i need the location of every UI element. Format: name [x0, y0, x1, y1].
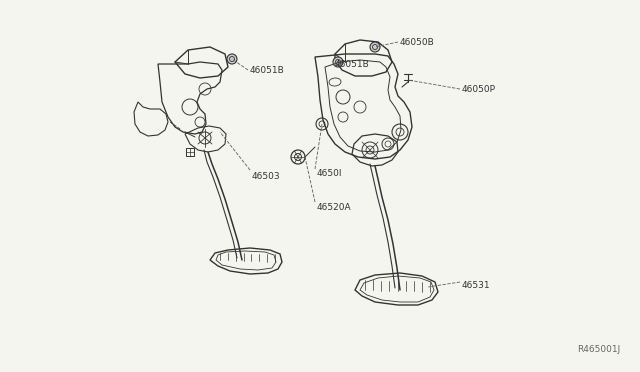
Text: 46051B: 46051B	[250, 65, 285, 74]
Text: 46051B: 46051B	[335, 60, 370, 68]
Text: R465001J: R465001J	[577, 345, 620, 354]
Text: 46520A: 46520A	[317, 202, 351, 212]
Circle shape	[227, 54, 237, 64]
Text: 46503: 46503	[252, 171, 280, 180]
Circle shape	[370, 42, 380, 52]
Text: 46531: 46531	[462, 282, 491, 291]
Text: 46050P: 46050P	[462, 84, 496, 93]
Text: 46050B: 46050B	[400, 38, 435, 46]
Text: 4650I: 4650I	[317, 169, 342, 177]
Circle shape	[333, 57, 343, 67]
